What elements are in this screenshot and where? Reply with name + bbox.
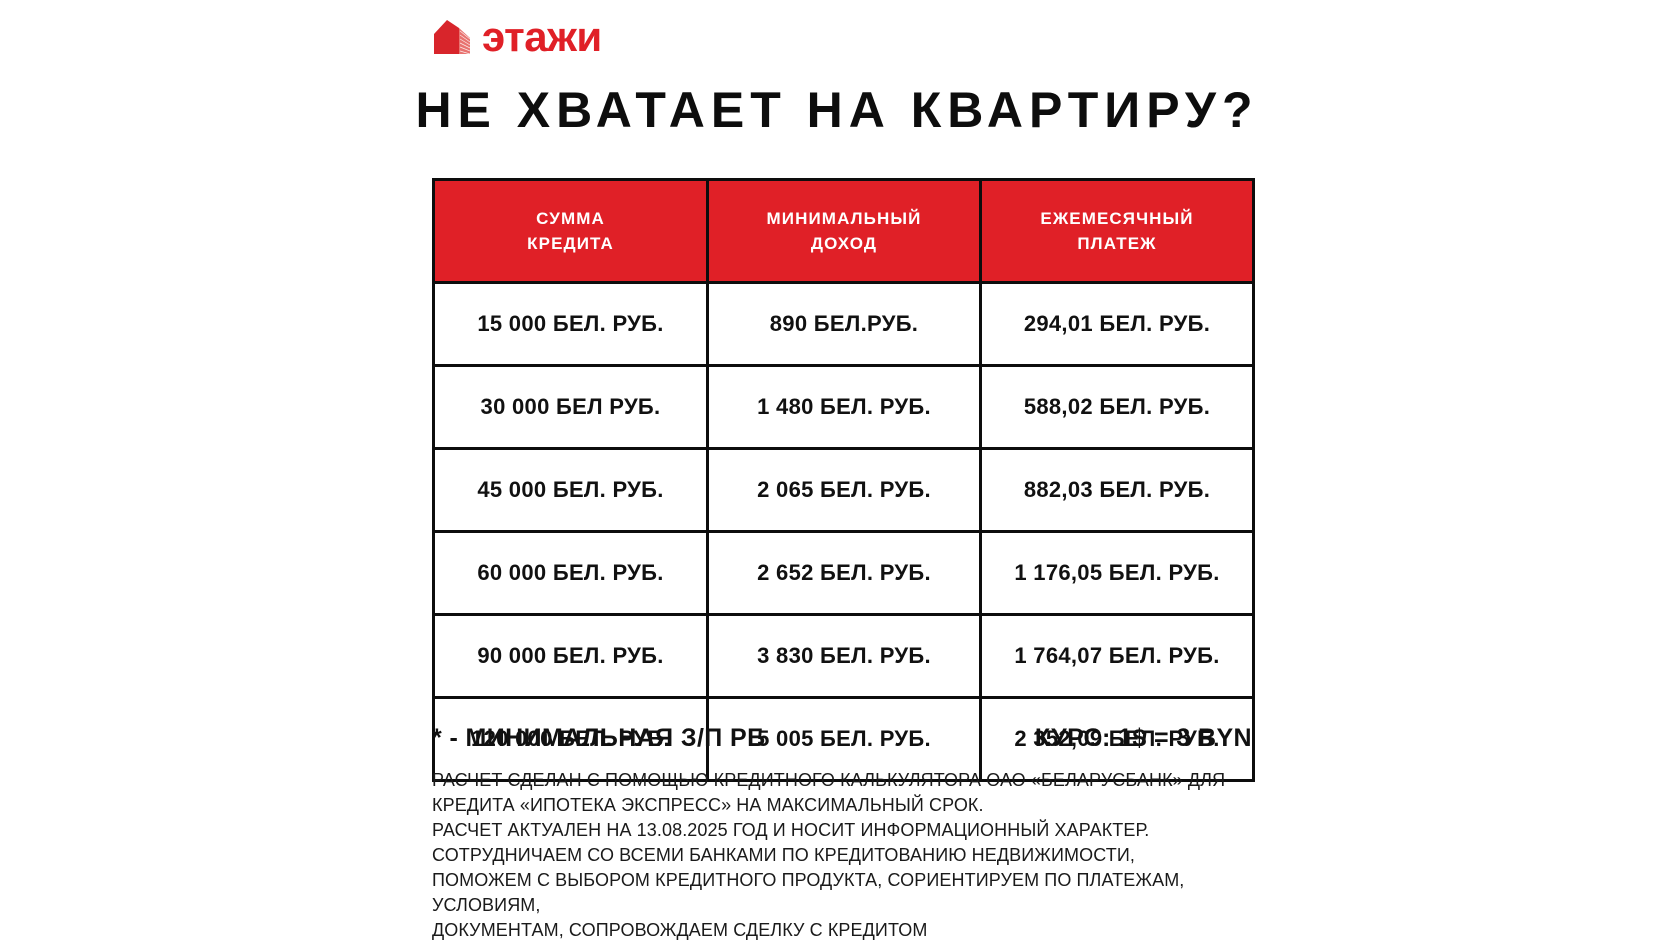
column-header-monthly-payment-line1: ЕЖЕМЕСЯЧНЫЙ bbox=[1040, 209, 1194, 228]
table-body: 15 000 БЕЛ. РУБ. 890 БЕЛ.РУБ. 294,01 БЕЛ… bbox=[432, 281, 1255, 782]
fineprint-line-4: СОТРУДНИЧАЕМ СО ВСЕМИ БАНКАМИ ПО КРЕДИТО… bbox=[432, 845, 1135, 865]
table-row: 60 000 БЕЛ. РУБ. 2 652 БЕЛ. РУБ. 1 176,0… bbox=[432, 530, 1255, 616]
column-header-loan-amount-line2: КРЕДИТА bbox=[527, 234, 614, 253]
cell-monthly-payment: 588,02 БЕЛ. РУБ. bbox=[979, 364, 1255, 450]
cell-monthly-payment: 1 176,05 БЕЛ. РУБ. bbox=[979, 530, 1255, 616]
cell-monthly-payment: 2 352,09 БЕЛ. РУБ. bbox=[979, 696, 1255, 782]
credit-table-container: СУММА КРЕДИТА МИНИМАЛЬНЫЙ ДОХОД ЕЖЕМЕСЯЧ… bbox=[432, 178, 1255, 782]
fineprint-line-5: ПОМОЖЕМ С ВЫБОРОМ КРЕДИТНОГО ПРОДУКТА, С… bbox=[432, 870, 1185, 890]
cell-monthly-payment: 294,01 БЕЛ. РУБ. bbox=[979, 281, 1255, 367]
table-row: 45 000 БЕЛ. РУБ. 2 065 БЕЛ. РУБ. 882,03 … bbox=[432, 447, 1255, 533]
cell-loan-amount: 45 000 БЕЛ. РУБ. bbox=[432, 447, 709, 533]
cell-min-income: 5 005 БЕЛ. РУБ. bbox=[706, 696, 982, 782]
column-header-min-income: МИНИМАЛЬНЫЙ ДОХОД bbox=[706, 178, 982, 284]
brand-name: этажи bbox=[482, 13, 602, 60]
note-exchange-rate: КУРС: 1$ = 3 BYN bbox=[1034, 724, 1252, 752]
cell-min-income: 1 480 БЕЛ. РУБ. bbox=[706, 364, 982, 450]
column-header-loan-amount: СУММА КРЕДИТА bbox=[432, 178, 709, 284]
cell-loan-amount: 30 000 БЕЛ РУБ. bbox=[432, 364, 709, 450]
cell-monthly-payment: 882,03 БЕЛ. РУБ. bbox=[979, 447, 1255, 533]
fineprint-block: РАСЧЕТ СДЕЛАН С ПОМОЩЬЮ КРЕДИТНОГО КАЛЬК… bbox=[432, 768, 1262, 943]
fineprint-line-6: УСЛОВИЯМ, bbox=[432, 895, 541, 915]
page-title: НЕ ХВАТАЕТ НА КВАРТИРУ? bbox=[415, 82, 1259, 138]
table-row: 120 000 БЕЛ. РУБ. 5 005 БЕЛ. РУБ. 2 352,… bbox=[432, 696, 1255, 782]
table-row: 30 000 БЕЛ РУБ. 1 480 БЕЛ. РУБ. 588,02 Б… bbox=[432, 364, 1255, 450]
note-minimum-salary: * - МИНИМАЛЬНАЯ З/П РБ bbox=[432, 724, 766, 752]
fineprint-line-1: РАСЧЕТ СДЕЛАН С ПОМОЩЬЮ КРЕДИТНОГО КАЛЬК… bbox=[432, 770, 1226, 790]
building-icon bbox=[432, 18, 472, 56]
fineprint-line-7: ДОКУМЕНТАМ, СОПРОВОЖДАЕМ СДЕЛКУ С КРЕДИТ… bbox=[432, 920, 928, 940]
table-row: 90 000 БЕЛ. РУБ. 3 830 БЕЛ. РУБ. 1 764,0… bbox=[432, 613, 1255, 699]
table-header: СУММА КРЕДИТА МИНИМАЛЬНЫЙ ДОХОД ЕЖЕМЕСЯЧ… bbox=[432, 178, 1255, 284]
cell-loan-amount: 120 000 БЕЛ. РУБ. bbox=[432, 696, 709, 782]
cell-min-income: 2 065 БЕЛ. РУБ. bbox=[706, 447, 982, 533]
table-row: 15 000 БЕЛ. РУБ. 890 БЕЛ.РУБ. 294,01 БЕЛ… bbox=[432, 281, 1255, 367]
cell-monthly-payment: 1 764,07 БЕЛ. РУБ. bbox=[979, 613, 1255, 699]
cell-loan-amount: 90 000 БЕЛ. РУБ. bbox=[432, 613, 709, 699]
column-header-monthly-payment: ЕЖЕМЕСЯЧНЫЙ ПЛАТЕЖ bbox=[979, 178, 1255, 284]
credit-table: СУММА КРЕДИТА МИНИМАЛЬНЫЙ ДОХОД ЕЖЕМЕСЯЧ… bbox=[432, 178, 1255, 782]
cell-min-income: 2 652 БЕЛ. РУБ. bbox=[706, 530, 982, 616]
table-header-row: СУММА КРЕДИТА МИНИМАЛЬНЫЙ ДОХОД ЕЖЕМЕСЯЧ… bbox=[432, 178, 1255, 284]
column-header-loan-amount-line1: СУММА bbox=[536, 209, 605, 228]
column-header-monthly-payment-line2: ПЛАТЕЖ bbox=[1077, 234, 1157, 253]
cell-min-income: 3 830 БЕЛ. РУБ. bbox=[706, 613, 982, 699]
column-header-min-income-line1: МИНИМАЛЬНЫЙ bbox=[766, 209, 922, 228]
column-header-min-income-line2: ДОХОД bbox=[810, 234, 878, 253]
fineprint-line-2: КРЕДИТА «ИПОТЕКА ЭКСПРЕСС» НА МАКСИМАЛЬН… bbox=[432, 795, 984, 815]
notes-row: * - МИНИМАЛЬНАЯ З/П РБ КУРС: 1$ = 3 BYN bbox=[432, 724, 1252, 753]
cell-loan-amount: 15 000 БЕЛ. РУБ. bbox=[432, 281, 709, 367]
fineprint-line-3: РАСЧЕТ АКТУАЛЕН НА 13.08.2025 ГОД И НОСИ… bbox=[432, 820, 1150, 840]
cell-min-income: 890 БЕЛ.РУБ. bbox=[706, 281, 982, 367]
cell-loan-amount: 60 000 БЕЛ. РУБ. bbox=[432, 530, 709, 616]
brand-logo: этажи bbox=[432, 14, 602, 60]
